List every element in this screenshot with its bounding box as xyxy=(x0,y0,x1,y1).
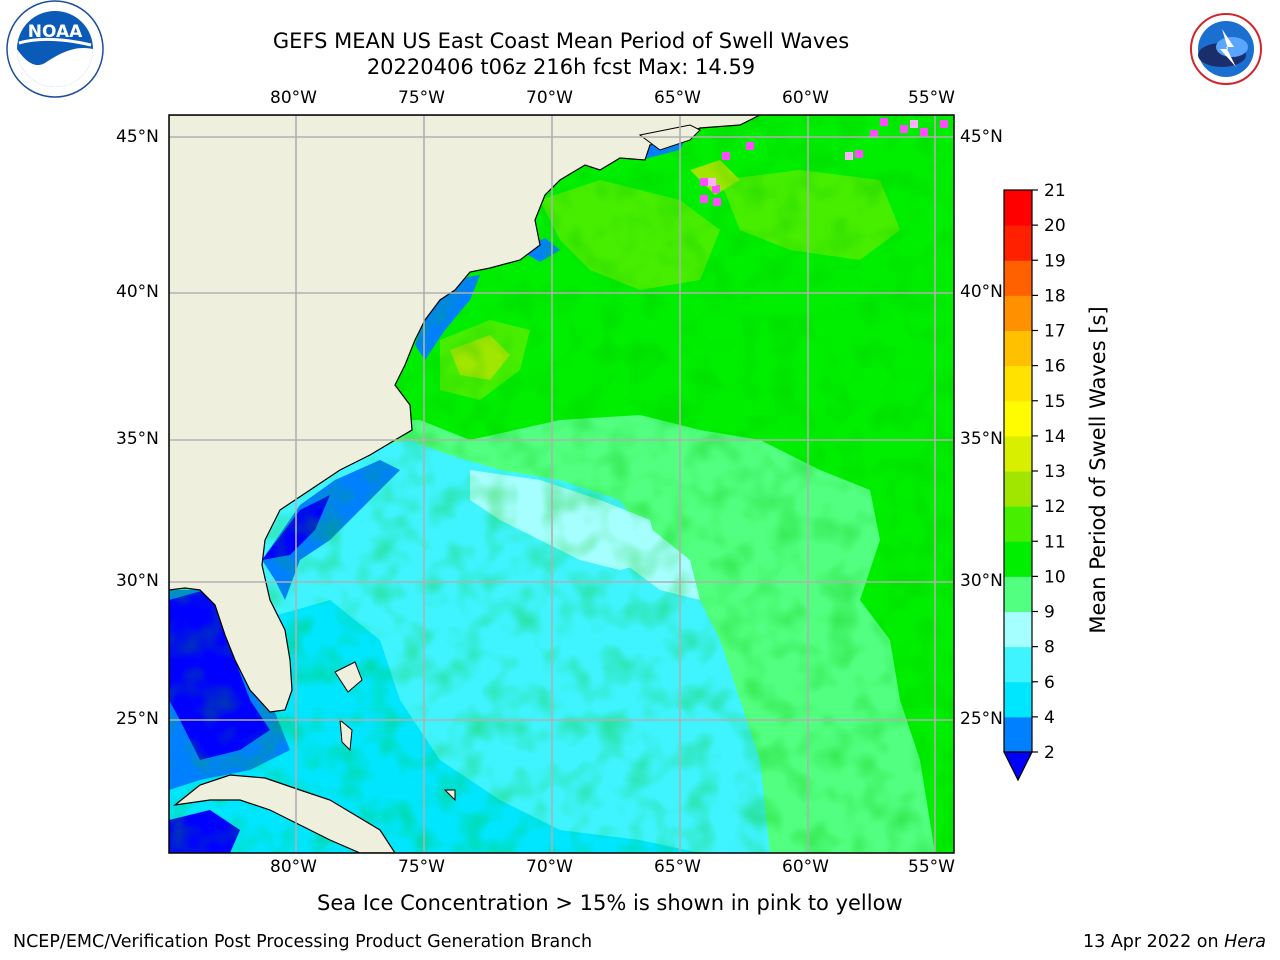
colorbar-tick-label: 2 xyxy=(1044,743,1055,763)
lon-label-top-65w: 65°W xyxy=(654,88,701,108)
colorbar-segment xyxy=(1004,576,1032,612)
colorbar-segment xyxy=(1004,435,1032,472)
lat-label-left-30n: 30°N xyxy=(116,571,159,591)
lon-label-bottom-80w: 80°W xyxy=(270,857,317,877)
colorbar-tick-label: 10 xyxy=(1044,567,1066,587)
colorbar-segment xyxy=(1004,260,1032,296)
colorbar-segment xyxy=(1004,471,1032,507)
lat-label-right-25n: 25°N xyxy=(960,709,1003,729)
lat-label-left-45n: 45°N xyxy=(116,127,159,147)
lat-label-right-30n: 30°N xyxy=(960,571,1003,591)
lon-label-top-70w: 70°W xyxy=(526,88,573,108)
colorbar-segment xyxy=(1004,295,1032,331)
noaa-logo-text: NOAA xyxy=(28,22,83,42)
colorbar-tick-label: 20 xyxy=(1044,216,1066,236)
colorbar-segment xyxy=(1004,681,1032,718)
colorbar-segment xyxy=(1004,365,1032,402)
colorbar-tick-label: 6 xyxy=(1044,673,1055,693)
lon-label-bottom-70w: 70°W xyxy=(526,857,573,877)
colorbar-tick-label: 18 xyxy=(1044,286,1066,306)
lon-label-top-55w: 55°W xyxy=(908,88,955,108)
colorbar-segment xyxy=(1004,716,1032,753)
colorbar-segment xyxy=(1004,400,1032,437)
colorbar-tick-label: 12 xyxy=(1044,497,1066,517)
lat-label-right-45n: 45°N xyxy=(960,127,1003,147)
colorbar: 2 4 6 8 9 10 11 12 13 14 15 16 17 18 19 20 21 xyxy=(1003,181,1066,782)
lat-label-right-40n: 40°N xyxy=(960,282,1003,302)
colorbar-tick-label: 11 xyxy=(1044,532,1066,552)
colorbar-tick-label: 17 xyxy=(1044,322,1066,342)
colorbar-tick-label: 4 xyxy=(1044,708,1055,728)
cuba xyxy=(172,774,396,853)
lon-label-top-80w: 80°W xyxy=(270,88,317,108)
colorbar-segment xyxy=(1004,646,1032,683)
footer-date-text: 13 Apr 2022 on xyxy=(1083,932,1225,952)
colorbar-tick-label: 14 xyxy=(1044,427,1066,447)
title-line-1: GEFS MEAN US East Coast Mean Period of S… xyxy=(272,29,850,53)
colorbar-segment xyxy=(1004,611,1032,648)
sea-ice-annotation: Sea Ice Concentration > 15% is shown in … xyxy=(317,891,903,915)
lon-label-bottom-55w: 55°W xyxy=(908,857,955,877)
colorbar-extend-arrow xyxy=(1003,751,1033,782)
noaa-logo: NOAA xyxy=(6,0,104,98)
lon-label-bottom-65w: 65°W xyxy=(654,857,701,877)
nws-logo xyxy=(1178,1,1274,97)
title-line-2: 20220406 t06z 216h fcst Max: 14.59 xyxy=(366,55,756,79)
north-america-land xyxy=(169,115,761,713)
lon-label-top-75w: 75°W xyxy=(398,88,445,108)
bahamas xyxy=(334,661,456,802)
colorbar-segment xyxy=(1004,506,1032,542)
colorbar-segment xyxy=(1004,541,1032,577)
colorbar-tick-label: 9 xyxy=(1044,603,1055,623)
colorbar-tick-label: 13 xyxy=(1044,462,1066,482)
colorbar-label: Mean Period of Swell Waves [s] xyxy=(1086,306,1110,634)
sea-ice-pixels xyxy=(700,118,948,206)
lat-label-left-40n: 40°N xyxy=(116,282,159,302)
colorbar-segment xyxy=(1004,190,1032,226)
lat-label-right-35n: 35°N xyxy=(960,429,1003,449)
lon-label-bottom-60w: 60°W xyxy=(782,857,829,877)
colorbar-segment xyxy=(1004,225,1032,261)
colorbar-tick-label: 19 xyxy=(1044,251,1066,271)
footer-branch: NCEP/EMC/Verification Post Processing Pr… xyxy=(13,932,593,952)
lat-label-left-35n: 35°N xyxy=(116,429,159,449)
map-frame xyxy=(168,114,955,854)
lon-label-bottom-75w: 75°W xyxy=(398,857,445,877)
colorbar-tick-label: 15 xyxy=(1044,392,1066,412)
lat-label-left-25n: 25°N xyxy=(116,709,159,729)
colorbar-segment xyxy=(1004,330,1032,367)
footer-date: 13 Apr 2022 on Hera xyxy=(1083,932,1266,952)
footer-machine: Hera xyxy=(1224,932,1266,952)
colorbar-tick-label: 8 xyxy=(1044,638,1055,658)
lon-label-top-60w: 60°W xyxy=(782,88,829,108)
colorbar-tick-label: 16 xyxy=(1044,357,1066,377)
map-gridlines xyxy=(169,115,954,853)
colorbar-tick-label: 21 xyxy=(1044,181,1066,201)
